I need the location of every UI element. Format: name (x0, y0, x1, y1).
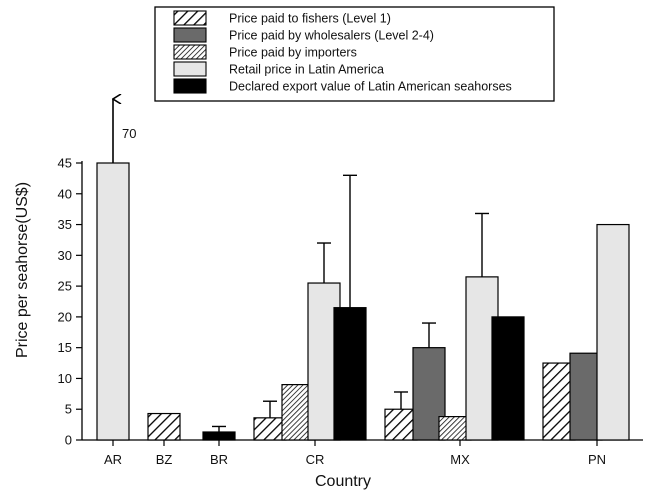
y-tick-label: 15 (58, 340, 72, 355)
legend-label-1: Price paid by wholesalers (Level 2-4) (229, 29, 434, 43)
y-axis-title: Price per seahorse(US$) (14, 182, 31, 358)
legend-swatch-0 (173, 10, 207, 26)
overflow-value-label: 70 (122, 126, 136, 141)
bar-br-series-4 (202, 431, 236, 441)
bar-pn-series-3 (596, 223, 630, 441)
bar-ar-series-3 (96, 162, 130, 441)
x-tick-label-ar: AR (104, 452, 122, 467)
legend-swatch-3 (173, 61, 207, 77)
legend: Price paid to fishers (Level 1) Price pai… (154, 6, 555, 102)
legend-swatch-1 (173, 27, 207, 43)
bar-cr-series-4 (333, 307, 367, 441)
bar-bz-series-0 (147, 412, 181, 441)
bars: 70 (96, 99, 630, 441)
x-tick-label-br: BR (210, 452, 228, 467)
x-axis-title: Country (315, 473, 371, 490)
x-tick-label-bz: BZ (156, 452, 173, 467)
bar-mx-series-4 (491, 316, 525, 441)
bar-mx-series-0 (384, 408, 418, 441)
y-tick-label: 25 (58, 279, 72, 294)
y-tick-label: 35 (58, 217, 72, 232)
y-tick-label: 0 (65, 433, 72, 448)
y-tick-label: 40 (58, 186, 72, 201)
y-tick-label: 30 (58, 248, 72, 263)
legend-label-3: Retail price in Latin America (229, 63, 384, 77)
legend-label-0: Price paid to fishers (Level 1) (229, 12, 391, 26)
y-tick-label: 45 (58, 156, 72, 171)
legend-swatch-2 (173, 44, 207, 60)
legend-label-4: Declared export value of Latin American … (229, 80, 512, 94)
x-tick-label-cr: CR (306, 452, 325, 467)
legend-label-2: Price paid by importers (229, 46, 357, 60)
x-tick-label-mx: MX (450, 452, 470, 467)
y-tick-label: 5 (65, 402, 72, 417)
legend-swatch-4 (173, 78, 207, 94)
x-tick-label-pn: PN (588, 452, 606, 467)
y-tick-label: 10 (58, 371, 72, 386)
bar-cr-series-0 (253, 417, 287, 441)
y-tick-label: 20 (58, 309, 72, 324)
legend-box (154, 6, 555, 102)
